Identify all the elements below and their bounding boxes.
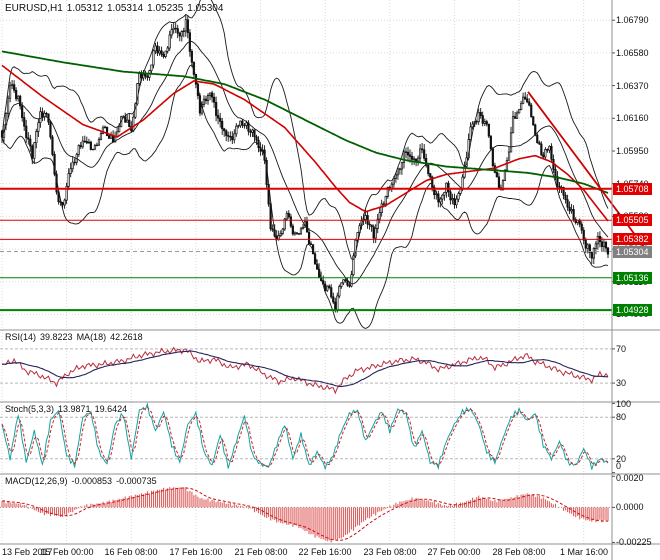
price-level-box-resistance-level[interactable]: 1.05505 [613,214,652,226]
bb-upper-band [1,0,609,261]
ohlc-open: 1.05312 [66,3,103,14]
time-axis-label: 22 Feb 16:00 [298,547,352,557]
rsi-indicator-label: RSI(14) 39.8223 MA(18) 42.2618 [5,332,147,343]
stoch-name: Stoch(5,3,3) [5,404,55,414]
price-level-box-support-level[interactable]: 1.05136 [613,272,652,284]
time-axis-label: 13 Feb 2017 [2,547,53,557]
macd-signal-value: -0.000735 [116,476,157,486]
rsi-level-label: 30 [616,378,627,388]
time-axis-label: 21 Feb 08:00 [234,547,288,557]
stoch-indicator-label: Stoch(5,3,3) 13.9871 19.6424 [5,404,131,415]
macd-tick-label: 0.0020 [616,473,644,483]
rsi-ma-line [2,350,609,388]
symbol-period-label: EURUSD,H1 [5,3,63,14]
stoch-value: 13.9871 [58,404,91,414]
rsi-ma-name: MA(18) [76,332,107,342]
rsi-value: 39.8223 [40,332,73,342]
price-tick-label: 1.05950 [616,146,649,156]
time-axis-label: 1 Mar 16:00 [559,547,609,557]
macd-signal-line [1,487,608,541]
ma-slow-line [1,50,609,194]
stoch-signal-value: 19.6424 [94,404,128,414]
time-axis-label: 17 Feb 16:00 [169,547,223,557]
rsi-ma-value: 42.2618 [110,332,143,342]
stoch-tick-label: 100 [616,399,632,409]
price-level-box-resistance-level[interactable]: 1.05382 [613,233,652,245]
price-tick-label: 1.06790 [616,15,649,25]
stoch-tick-label: 20 [616,454,627,464]
price-level-box-support-level[interactable]: 1.04928 [613,304,652,316]
time-axis-label: 15 Feb 00:00 [40,547,94,557]
time-axis-label: 23 Feb 08:00 [363,547,417,557]
stoch-tick-label: 80 [616,412,627,422]
macd-tick-label: -0.00225 [616,537,652,547]
time-axis-label: 16 Feb 08:00 [104,547,158,557]
price-tick-label: 1.06160 [616,113,649,123]
macd-tick-label: 0.0000 [616,502,644,512]
price-tick-label: 1.06580 [616,48,649,58]
time-axis-label: 28 Feb 08:00 [492,547,546,557]
price-level-box-resistance-level[interactable]: 1.05708 [613,183,652,195]
bb-middle-band [1,41,609,285]
macd-histogram [1,487,609,543]
rsi-line [2,346,609,395]
main-price-panel[interactable] [0,0,612,330]
rsi-level-label: 70 [616,344,627,354]
rsi-name: RSI(14) [5,332,37,342]
stoch-main-line [1,402,609,471]
chart-title: EURUSD,H1 1.05312 1.05314 1.05235 1.05304 [5,3,227,14]
macd-name: MACD(12,26,9) [5,476,68,486]
macd-indicator-label: MACD(12,26,9) -0.000853 -0.000735 [5,476,161,487]
price-tick-label: 1.06370 [616,81,649,91]
stoch-tick-label: 0 [616,461,622,471]
stoch-signal-line [1,406,609,467]
ohlc-close: 1.05304 [187,3,224,14]
price-level-box-current-price[interactable]: 1.05304 [613,246,652,258]
ma-fast-line [1,64,609,222]
bull-candles [2,19,606,311]
macd-value: -0.000853 [71,476,113,486]
time-axis-label: 27 Feb 00:00 [427,547,481,557]
ohlc-low: 1.05235 [147,3,184,14]
ohlc-high: 1.05314 [106,3,144,14]
